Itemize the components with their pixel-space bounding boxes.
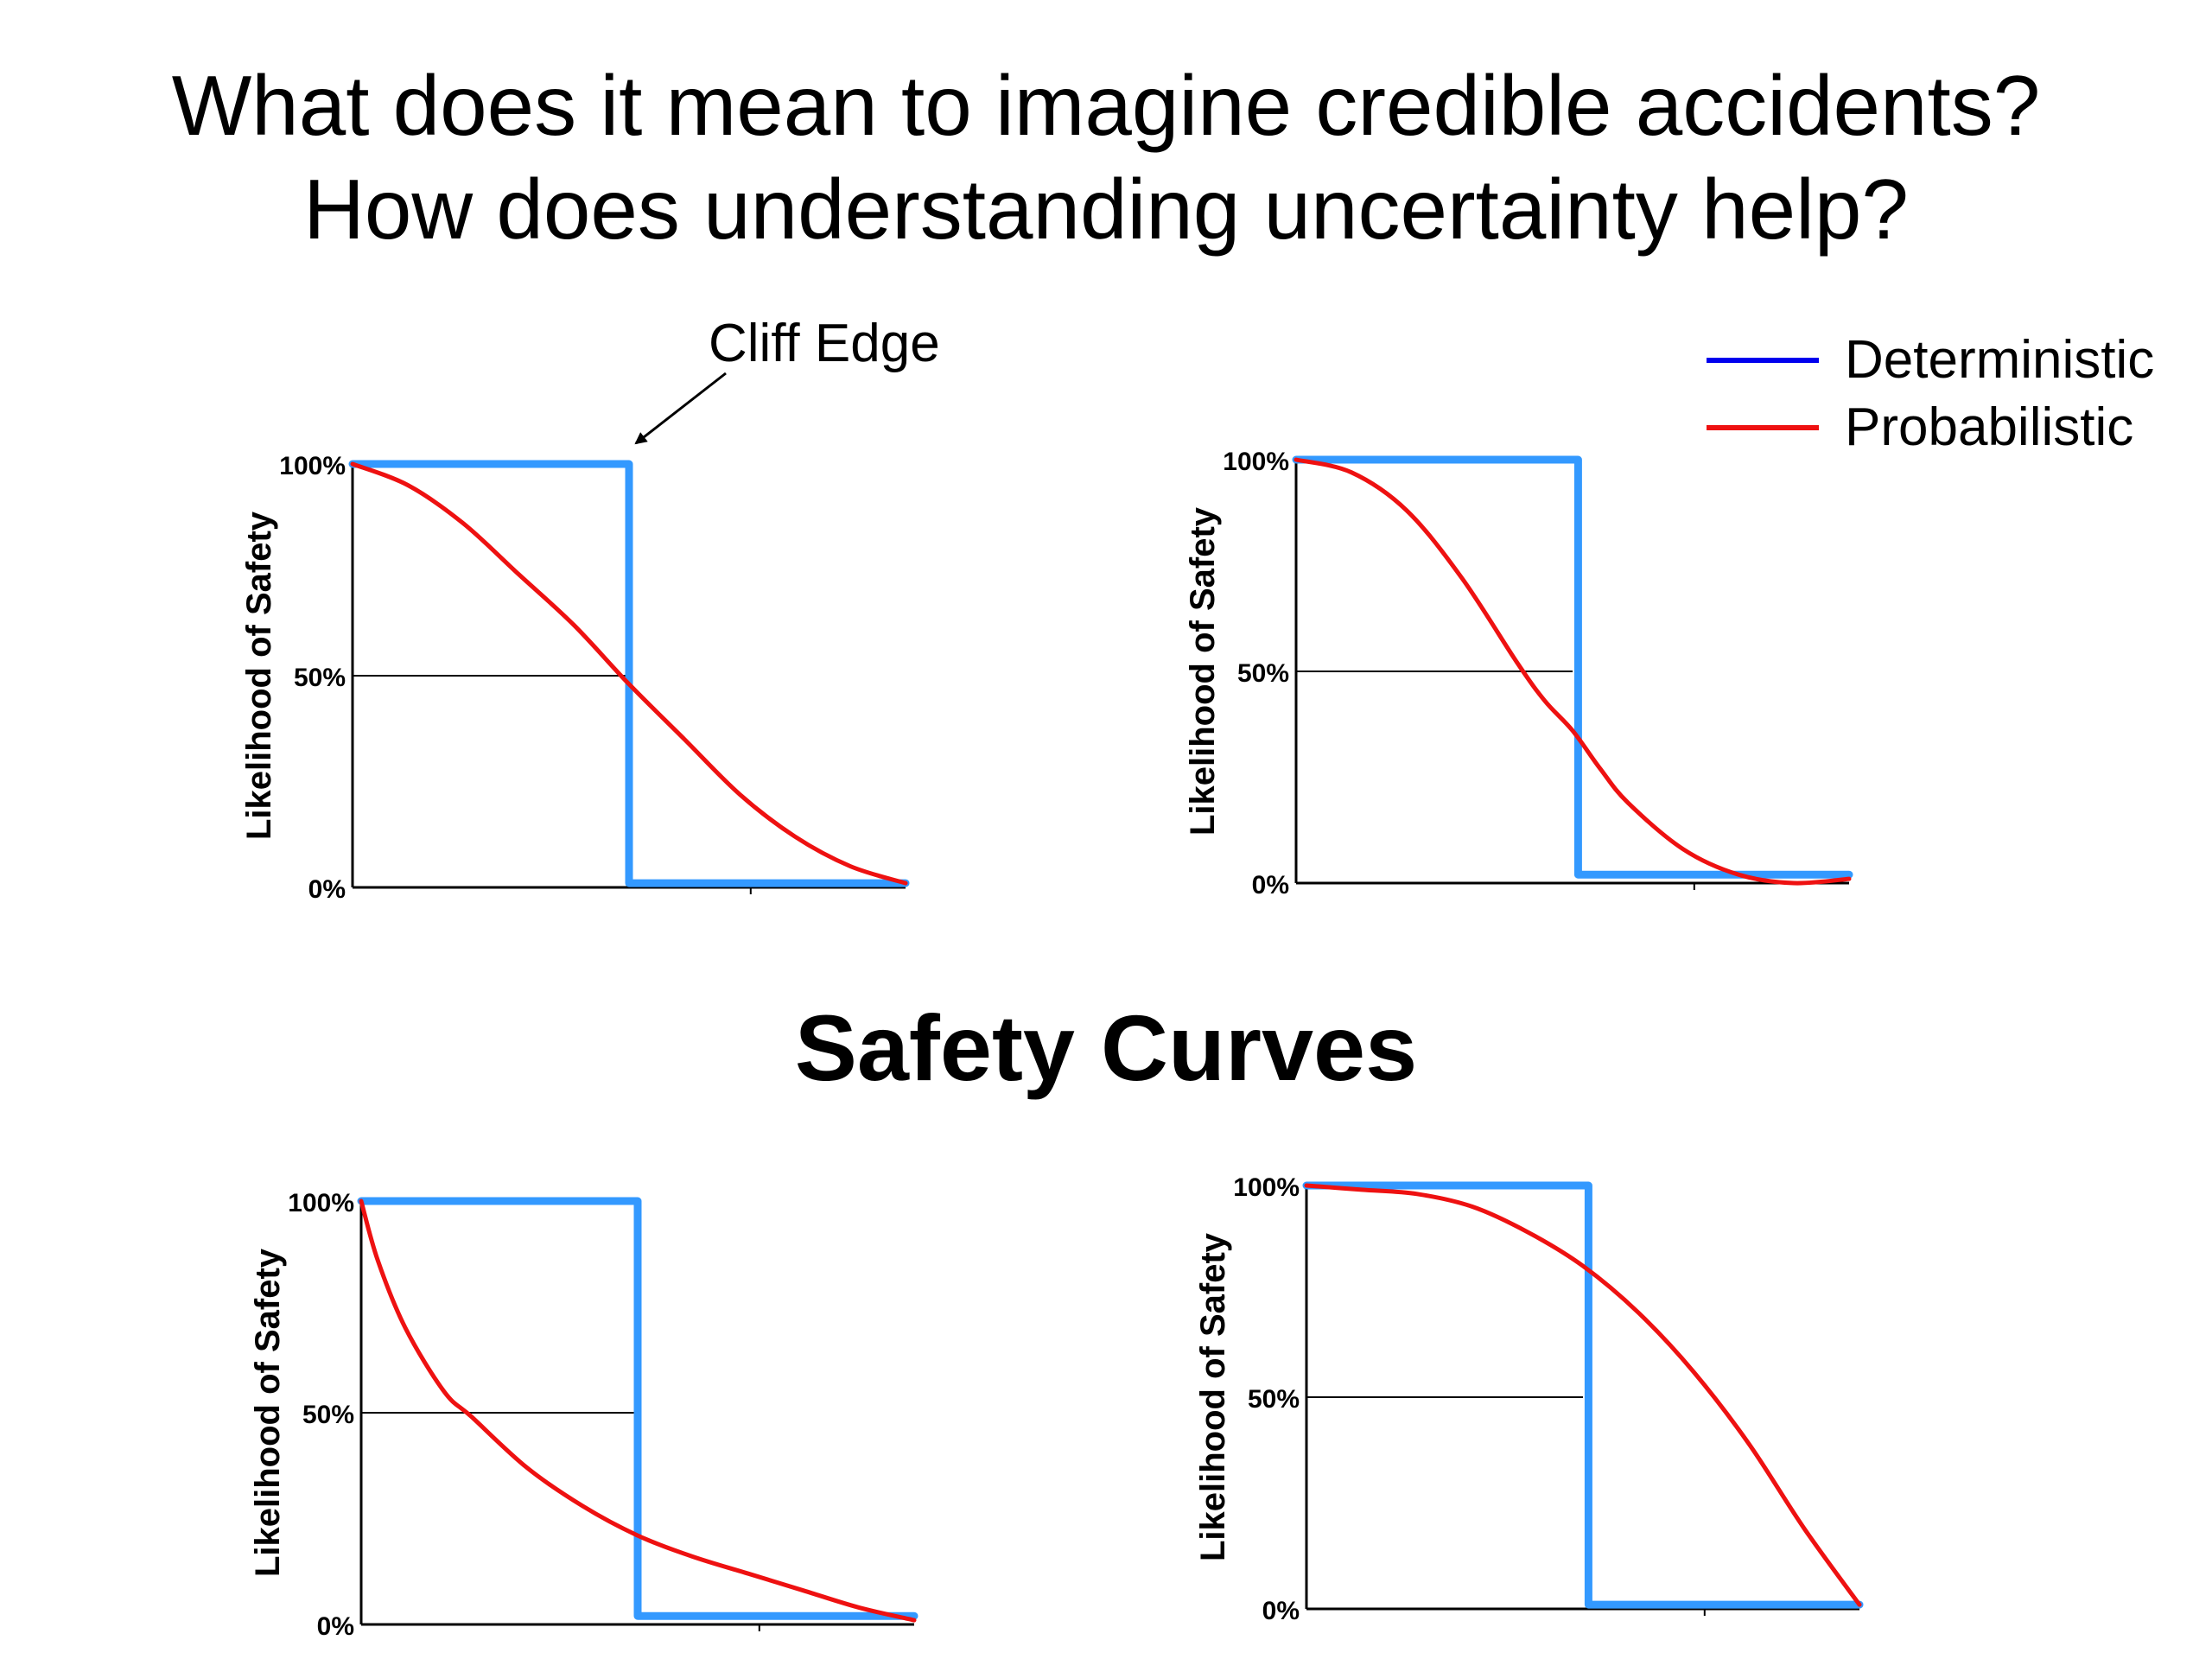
chart-panel-3: 100% 50% 0% Likelihood of Safety [249, 1189, 918, 1641]
legend-label-probabilistic: Probabilistic [1845, 397, 2134, 457]
series-line-deterministic [357, 1197, 918, 1620]
series-line-deterministic [348, 460, 910, 887]
series-line-probabilistic [359, 1198, 917, 1623]
y-tick-label: 50% [1237, 659, 1289, 688]
y-axis-label: Likelihood of Safety [1184, 506, 1222, 836]
y-tick-label: 100% [279, 452, 346, 480]
y-axis-label: Likelihood of Safety [249, 1248, 287, 1577]
y-tick-label: 100% [1233, 1173, 1300, 1202]
y-tick-label: 100% [288, 1189, 354, 1217]
cliff-edge-annotation: Cliff Edge [709, 314, 940, 373]
cliff-edge-arrow [634, 372, 727, 445]
series-line-deterministic [1292, 455, 1853, 879]
series-line-probabilistic [350, 461, 908, 886]
series-line-probabilistic [1294, 457, 1852, 886]
slide-title: What does it mean to imagine credible ac… [0, 54, 2212, 261]
y-tick-label: 50% [294, 664, 346, 692]
legend-label-deterministic: Deterministic [1845, 330, 2155, 390]
chart-panel-2: 100% 50% 0% Likelihood of Safety [1184, 448, 1853, 899]
y-axis-label: Likelihood of Safety [240, 511, 278, 840]
legend-swatch-probabilistic [1707, 425, 1819, 430]
y-tick-label: 0% [317, 1612, 354, 1641]
chart-panel-1: 100% 50% 0% Likelihood of Safety [240, 452, 910, 904]
y-tick-label: 50% [1248, 1385, 1300, 1414]
title-line-1: What does it mean to imagine credible ac… [171, 58, 2041, 153]
chart-panel-4: 100% 50% 0% Likelihood of Safety [1194, 1173, 1864, 1625]
series-line-deterministic [1302, 1181, 1864, 1609]
y-axis-label: Likelihood of Safety [1194, 1232, 1232, 1561]
y-tick-label: 50% [302, 1401, 354, 1429]
y-tick-label: 0% [308, 875, 346, 904]
legend-swatch-deterministic [1707, 358, 1819, 363]
title-line-2: How does understanding uncertainty help? [303, 162, 1909, 257]
y-tick-label: 0% [1262, 1597, 1300, 1625]
y-tick-label: 100% [1223, 448, 1289, 476]
y-tick-label: 0% [1252, 871, 1289, 899]
safety-curves-heading: Safety Curves [794, 995, 1418, 1100]
series-line-probabilistic [1304, 1183, 1862, 1607]
